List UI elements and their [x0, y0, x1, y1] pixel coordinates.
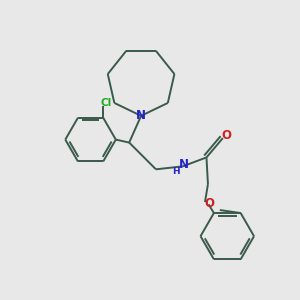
Text: Cl: Cl	[100, 98, 112, 108]
Text: H: H	[172, 167, 180, 176]
Text: O: O	[221, 129, 231, 142]
Text: O: O	[205, 197, 215, 210]
Text: N: N	[136, 109, 146, 122]
Text: N: N	[179, 158, 189, 171]
